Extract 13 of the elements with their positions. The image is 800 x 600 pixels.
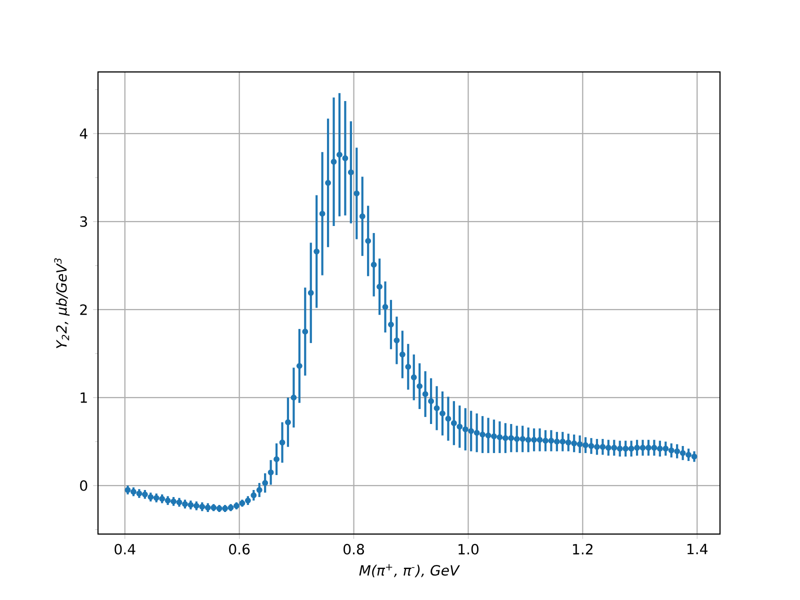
y-tick-label: 0 [80, 480, 88, 491]
x-tick-label: 1.4 [687, 544, 708, 554]
x-tick-label: 0.8 [344, 544, 364, 555]
x-tick-label: 0.4 [114, 544, 136, 555]
x-axis-title: M(π$^{+}$, π$^{-}$), GeV [359, 564, 460, 578]
x-tick-label: 0.6 [229, 544, 250, 555]
y-tick-label: 4 [80, 128, 88, 139]
y-tick-label: 3 [80, 216, 87, 227]
y-tick-label: 1 [80, 392, 87, 403]
x-tick-label: 1.0 [458, 544, 478, 555]
y-axis-title: Y$_{2}$2, μb/GeV$^{3}$ [54, 258, 70, 348]
x-tick-label: 1.2 [573, 544, 592, 554]
y-tick-label: 2 [80, 304, 87, 315]
